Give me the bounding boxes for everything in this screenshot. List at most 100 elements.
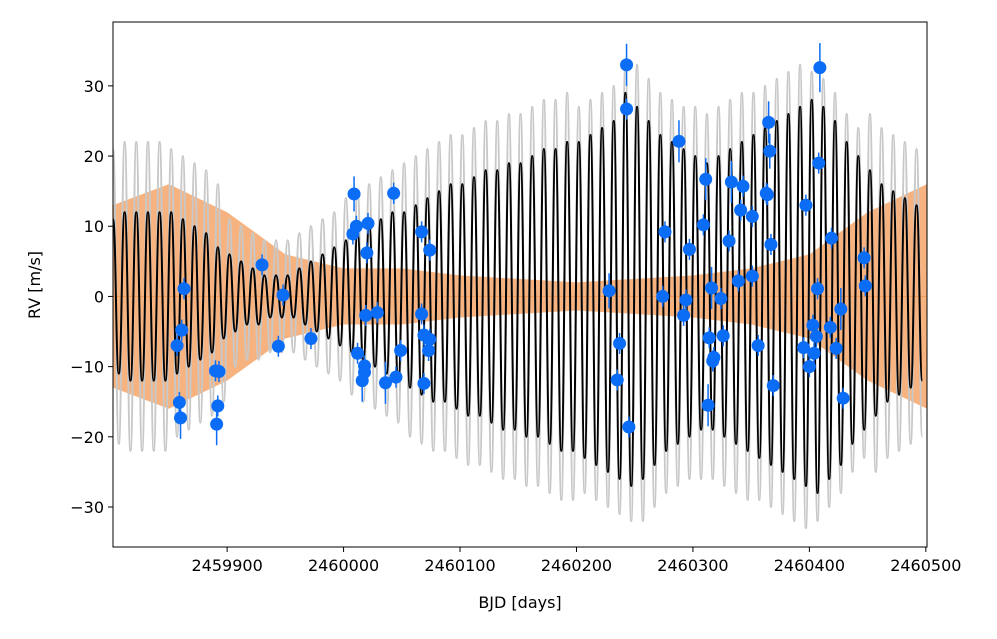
data-point bbox=[705, 281, 719, 295]
data-point bbox=[360, 246, 374, 260]
axes: 2459900 2460000 2460100 2460200 2460300 24604… bbox=[70, 77, 961, 575]
data-point bbox=[613, 336, 627, 350]
data-point bbox=[304, 332, 318, 346]
data-point bbox=[177, 282, 191, 296]
data-point bbox=[806, 318, 820, 332]
data-point bbox=[682, 242, 696, 256]
data-point bbox=[701, 398, 715, 412]
y-axis-label: RV [m/s] bbox=[25, 251, 44, 319]
data-point bbox=[812, 156, 826, 170]
data-point bbox=[834, 302, 848, 316]
data-point bbox=[210, 417, 224, 431]
data-point bbox=[766, 379, 780, 393]
data-point bbox=[745, 209, 759, 223]
data-point bbox=[762, 115, 776, 129]
data-point bbox=[799, 198, 813, 212]
data-point bbox=[857, 251, 871, 265]
data-point bbox=[734, 203, 748, 217]
data-point bbox=[361, 216, 375, 230]
model-curve bbox=[113, 91, 924, 494]
data-point bbox=[610, 373, 624, 387]
data-point bbox=[415, 225, 429, 239]
x-tick-label: 2460500 bbox=[890, 556, 961, 575]
data-point bbox=[813, 61, 827, 75]
data-point bbox=[677, 308, 691, 322]
data-point bbox=[170, 339, 184, 353]
data-point bbox=[378, 376, 392, 390]
data-point bbox=[658, 225, 672, 239]
data-point bbox=[825, 231, 839, 245]
x-tick-label: 2460000 bbox=[308, 556, 379, 575]
data-point bbox=[802, 360, 816, 374]
y-tick-label: −20 bbox=[70, 428, 104, 447]
data-point bbox=[714, 292, 728, 306]
data-point bbox=[702, 331, 716, 345]
x-tick-label: 2459900 bbox=[191, 556, 262, 575]
data-point bbox=[423, 243, 437, 257]
data-point bbox=[212, 365, 226, 379]
data-point bbox=[271, 339, 285, 353]
data-point bbox=[389, 370, 403, 384]
data-point bbox=[423, 332, 437, 346]
data-point bbox=[829, 341, 843, 355]
data-point bbox=[809, 329, 823, 343]
data-point bbox=[370, 306, 384, 320]
data-point bbox=[797, 341, 811, 355]
y-tick-label: 0 bbox=[94, 287, 104, 306]
data-point bbox=[422, 343, 436, 357]
data-point bbox=[656, 289, 670, 303]
data-point bbox=[811, 282, 825, 296]
data-point bbox=[696, 218, 710, 232]
data-point bbox=[387, 186, 401, 200]
data-point bbox=[858, 279, 872, 293]
data-point bbox=[174, 411, 188, 425]
data-point bbox=[417, 376, 431, 390]
data-point bbox=[672, 134, 686, 148]
data-point bbox=[622, 420, 636, 434]
data-point bbox=[602, 284, 616, 298]
y-tick-label: 30 bbox=[84, 77, 104, 96]
y-tick-label: −30 bbox=[70, 498, 104, 517]
data-point bbox=[211, 399, 225, 413]
data-point bbox=[724, 175, 738, 189]
data-point bbox=[620, 58, 634, 72]
x-tick-label: 2460200 bbox=[541, 556, 612, 575]
data-point bbox=[736, 179, 750, 193]
y-tick-label: 20 bbox=[84, 147, 104, 166]
data-point bbox=[358, 359, 372, 373]
data-point bbox=[764, 237, 778, 251]
data-point bbox=[699, 172, 713, 186]
x-tick-label: 2460300 bbox=[657, 556, 728, 575]
data-point bbox=[807, 346, 821, 360]
data-point bbox=[823, 320, 837, 334]
data-point bbox=[751, 339, 765, 353]
data-point bbox=[679, 293, 693, 307]
data-point bbox=[707, 350, 721, 364]
x-tick-label: 2460100 bbox=[424, 556, 495, 575]
data-point bbox=[836, 391, 850, 405]
data-point bbox=[347, 187, 361, 201]
data-point bbox=[722, 234, 736, 248]
data-point bbox=[351, 346, 365, 360]
data-point bbox=[359, 308, 373, 322]
x-axis-label: BJD [days] bbox=[478, 593, 561, 612]
plot-area bbox=[113, 43, 927, 530]
data-point bbox=[745, 269, 759, 283]
data-point bbox=[175, 323, 189, 337]
data-point bbox=[349, 219, 363, 233]
x-tick-label: 2460400 bbox=[774, 556, 845, 575]
axes-frame bbox=[112, 21, 928, 548]
data-point bbox=[172, 395, 186, 409]
data-point bbox=[760, 188, 774, 202]
data-point bbox=[731, 274, 745, 288]
data-point bbox=[394, 343, 408, 357]
data-point bbox=[620, 102, 634, 116]
data-point bbox=[415, 307, 429, 321]
data-point bbox=[716, 329, 730, 343]
data-point bbox=[255, 258, 269, 272]
data-point bbox=[763, 144, 777, 158]
y-tick-label: 10 bbox=[84, 217, 104, 236]
data-point bbox=[276, 288, 290, 302]
y-tick-label: −10 bbox=[70, 358, 104, 377]
